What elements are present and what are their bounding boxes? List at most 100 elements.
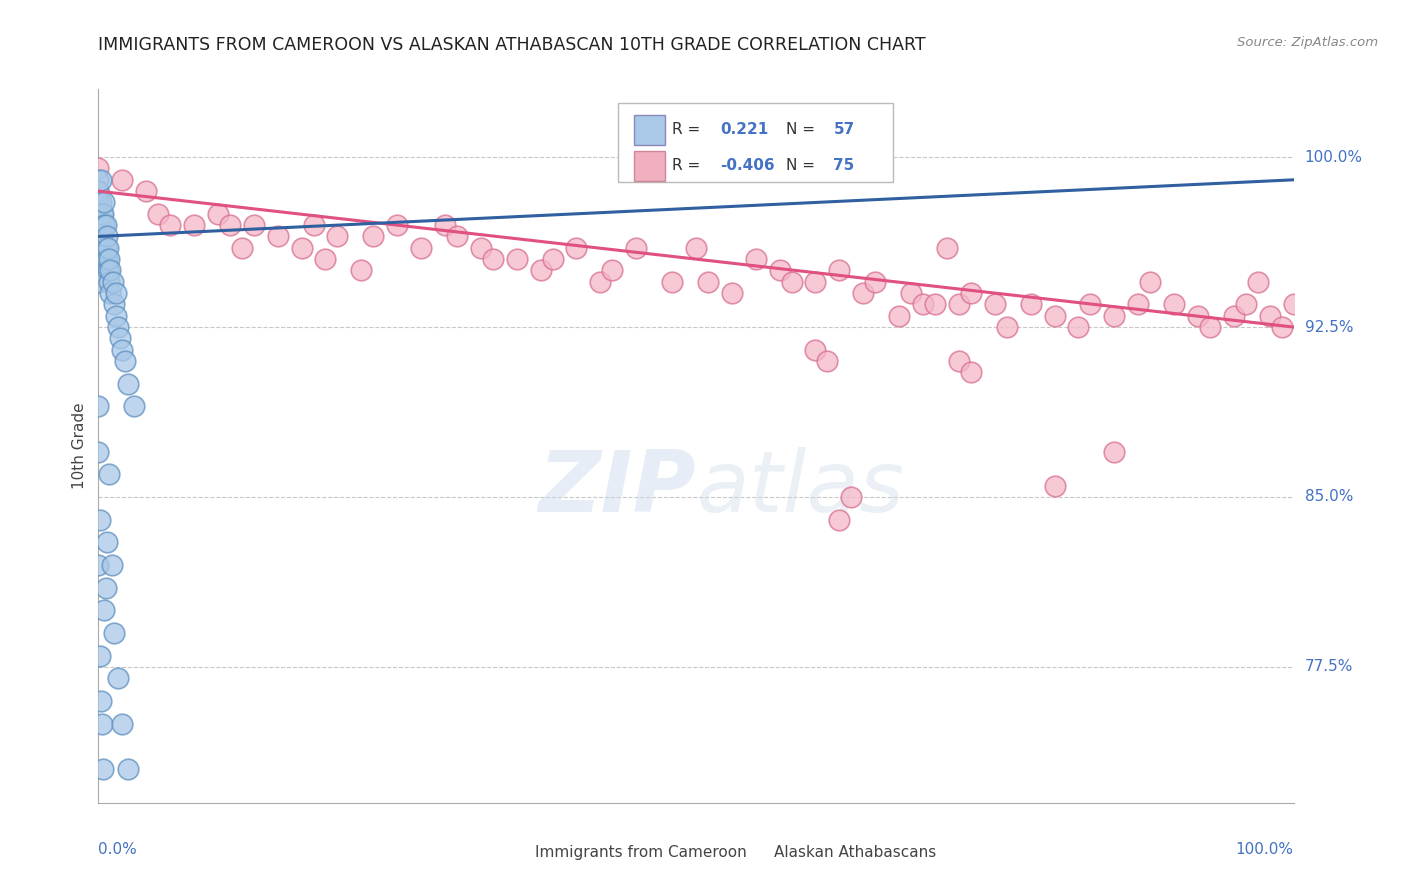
Point (103, 626, 125, 640)
Point (91, 207, 114, 221)
Point (326, 229, 349, 244)
Point (1258, 309, 1281, 323)
Point (90, 195, 112, 210)
Point (111, 343, 134, 357)
Text: 0.0%: 0.0% (98, 842, 138, 856)
Point (87, 184, 110, 198)
Point (267, 229, 290, 244)
Point (105, 286, 128, 301)
Point (87, 229, 110, 244)
Point (948, 297, 970, 311)
Point (91, 229, 114, 244)
Point (411, 241, 433, 255)
Text: 100.0%: 100.0% (1305, 150, 1362, 165)
Point (350, 263, 373, 277)
Point (96, 229, 118, 244)
Point (207, 207, 229, 221)
Point (995, 320, 1018, 334)
Point (1234, 297, 1257, 311)
Point (1128, 297, 1150, 311)
FancyBboxPatch shape (619, 103, 893, 182)
Text: R =: R = (672, 122, 706, 137)
Point (1043, 478, 1066, 492)
Point (87, 173, 110, 187)
Point (97, 263, 120, 277)
Point (948, 354, 970, 368)
Point (291, 241, 314, 255)
Point (117, 376, 139, 391)
Text: N =: N = (786, 158, 820, 173)
Point (984, 297, 1007, 311)
Point (1271, 320, 1294, 334)
Point (98, 263, 122, 277)
Point (865, 275, 887, 289)
Point (98, 275, 121, 289)
Text: 100.0%: 100.0% (1236, 842, 1294, 856)
FancyBboxPatch shape (634, 115, 665, 145)
Point (315, 252, 337, 266)
Point (602, 263, 624, 277)
Point (87, 263, 110, 277)
Point (481, 252, 505, 266)
Point (385, 218, 409, 232)
Text: N =: N = (786, 122, 820, 137)
Y-axis label: 10th Grade: 10th Grade (72, 402, 87, 490)
Point (98, 252, 121, 266)
Text: 85.0%: 85.0% (1305, 490, 1353, 505)
Point (911, 297, 934, 311)
Point (93, 218, 115, 232)
Text: -0.406: -0.406 (720, 158, 775, 173)
Text: IMMIGRANTS FROM CAMEROON VS ALASKAN ATHABASCAN 10TH GRADE CORRELATION CHART: IMMIGRANTS FROM CAMEROON VS ALASKAN ATHA… (98, 36, 927, 54)
Point (94, 581, 117, 595)
Text: Immigrants from Cameroon: Immigrants from Cameroon (534, 846, 747, 860)
Point (804, 343, 827, 357)
Text: R =: R = (672, 158, 706, 173)
Point (960, 286, 983, 301)
Point (93, 603, 115, 617)
Text: Source: ZipAtlas.com: Source: ZipAtlas.com (1237, 36, 1378, 49)
Point (105, 309, 128, 323)
Point (1080, 297, 1102, 311)
Point (94, 241, 117, 255)
Point (135, 184, 157, 198)
Point (924, 297, 946, 311)
Point (721, 286, 744, 301)
Point (87, 558, 110, 572)
Point (780, 275, 803, 289)
Point (1223, 309, 1246, 323)
Point (87, 218, 110, 232)
Point (745, 252, 768, 266)
Point (91, 716, 114, 731)
Point (1019, 297, 1042, 311)
Point (1282, 297, 1305, 311)
Point (89, 648, 111, 663)
Point (87, 195, 110, 210)
Point (107, 671, 129, 685)
Point (124, 400, 146, 414)
Point (446, 229, 468, 244)
Point (815, 354, 838, 368)
Point (1104, 309, 1126, 323)
Point (697, 275, 720, 289)
Point (589, 275, 612, 289)
Point (626, 241, 648, 255)
Point (87, 275, 110, 289)
Text: 0.221: 0.221 (720, 122, 768, 137)
Point (1199, 320, 1222, 334)
Point (661, 275, 683, 289)
Text: 77.5%: 77.5% (1305, 659, 1353, 674)
Point (87, 207, 110, 221)
Point (1187, 309, 1209, 323)
Text: 75: 75 (834, 158, 855, 173)
Point (804, 275, 827, 289)
Point (98, 286, 122, 301)
Point (541, 252, 564, 266)
Point (101, 275, 124, 289)
Point (148, 207, 170, 221)
Point (1247, 275, 1270, 289)
Point (89, 513, 111, 527)
Point (93, 252, 115, 266)
Point (98, 467, 121, 482)
Point (685, 241, 707, 255)
Point (93, 195, 115, 210)
